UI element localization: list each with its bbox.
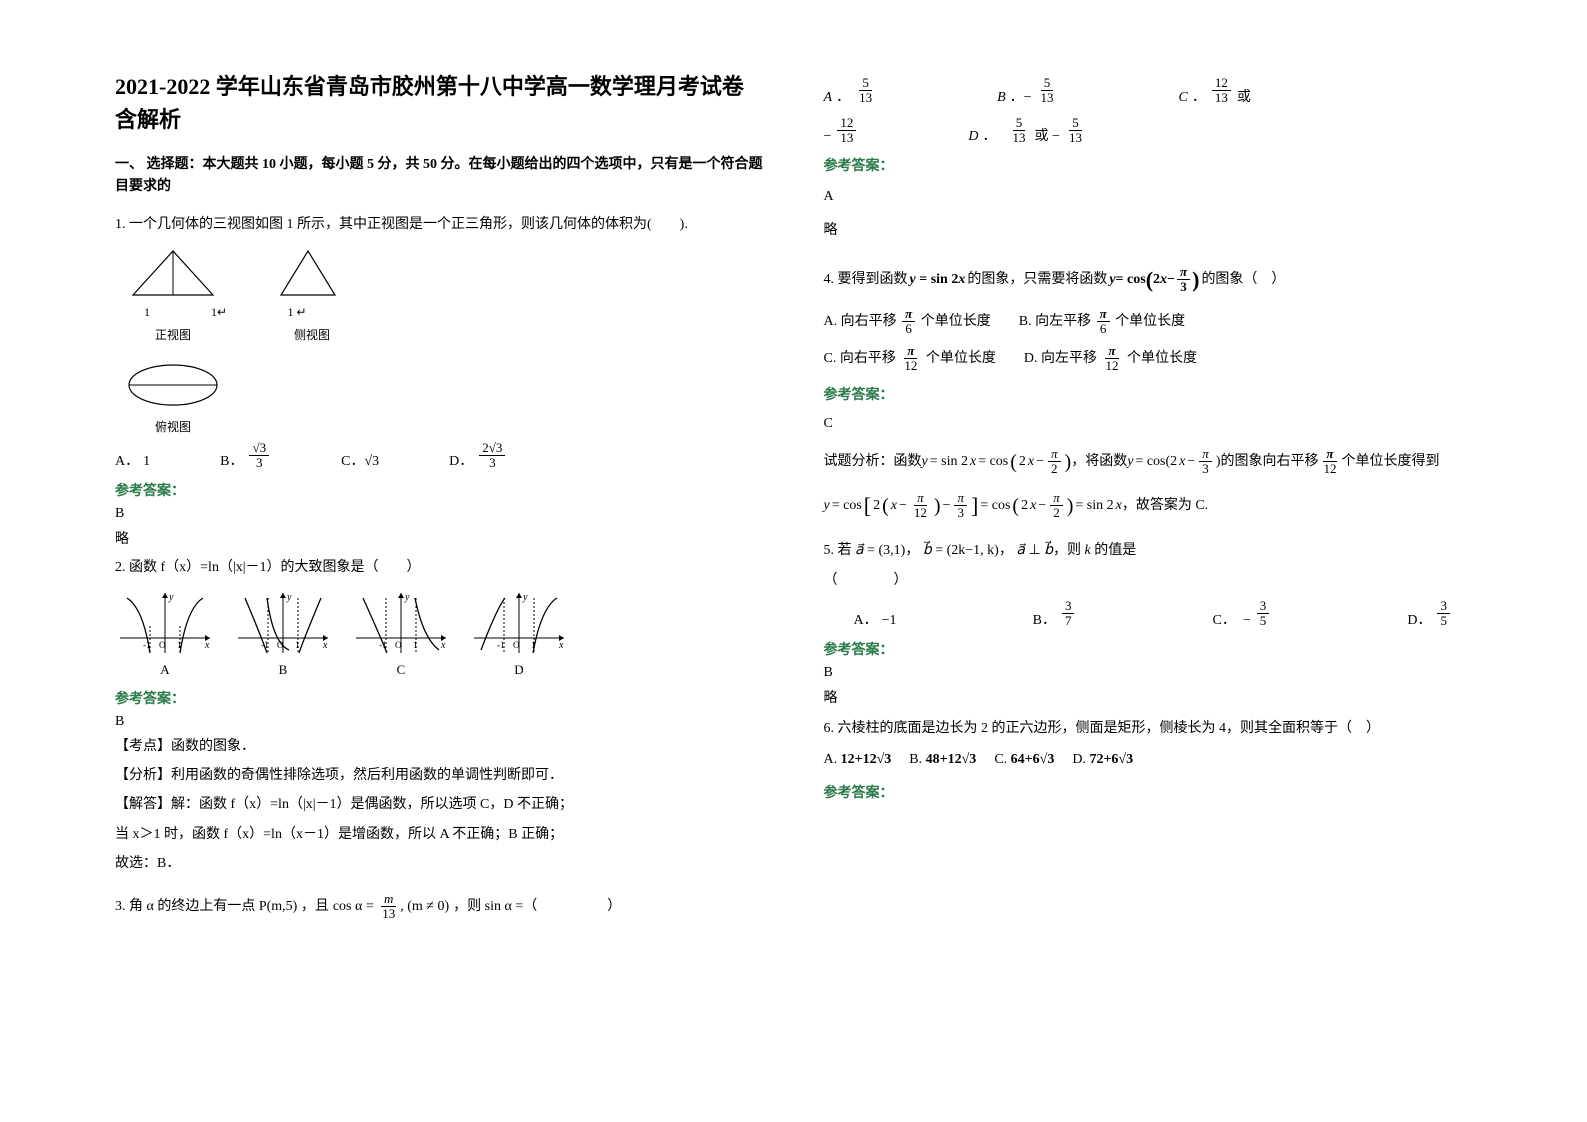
svg-text:O: O bbox=[513, 640, 520, 650]
svg-text:-1: -1 bbox=[143, 640, 151, 650]
q5-answer-label: 参考答案： bbox=[824, 639, 1473, 659]
svg-text:1: 1 bbox=[531, 640, 536, 650]
left-column: 2021-2022 学年山东省青岛市胶州第十八中学高一数学理月考试卷含解析 一、… bbox=[100, 70, 794, 1082]
q6-opt-a: A. 12+12√3 bbox=[824, 747, 892, 772]
svg-text:-1: -1 bbox=[497, 640, 505, 650]
q4-opt-cd: C. 向右平移 π12 个单位长度 D. 向左平移 π12 个单位长度 bbox=[824, 344, 1473, 374]
svg-text:x: x bbox=[558, 640, 564, 651]
right-column: A．513 B．−513 C．1213 或 −1213 D． 513 或 −51… bbox=[794, 70, 1488, 1082]
q4-opt-ab: A. 向右平移 π6 个单位长度 B. 向左平移 π6 个单位长度 bbox=[824, 307, 1473, 337]
svg-text:1: 1 bbox=[177, 640, 182, 650]
svg-text:O: O bbox=[395, 640, 402, 650]
q5-stem: 5. 若 a⃗ = (3,1)， b⃗ = (2k−1, k)， a⃗ ⊥ b⃗… bbox=[824, 539, 1473, 563]
q3-cosexpr: cos α = m13, (m ≠ 0) bbox=[333, 892, 449, 922]
q5-paren: （ ） bbox=[824, 569, 1473, 589]
svg-text:x: x bbox=[440, 640, 446, 651]
svg-text:x: x bbox=[204, 640, 210, 651]
q1-opt-b: B．√33 bbox=[220, 441, 271, 471]
q2-explain-title: 【考点】函数的图象． bbox=[115, 734, 764, 759]
q6-answer-label: 参考答案： bbox=[824, 782, 1473, 802]
label-1c: 1 ↵ bbox=[267, 305, 327, 320]
q4-stem: 4. 要得到函数 y = sin 2x 的图象，只需要将函数 y = cos(2… bbox=[824, 261, 1473, 298]
page-title: 2021-2022 学年山东省青岛市胶州第十八中学高一数学理月考试卷含解析 bbox=[115, 70, 764, 136]
q1-options: A．1 B．√33 C．√3 D．2√33 bbox=[115, 441, 764, 471]
q5-opt-a: A．−1 bbox=[854, 599, 897, 629]
q6-stem: 6. 六棱柱的底面是边长为 2 的正六边形，侧面是矩形，侧棱长为 4，则其全面积… bbox=[824, 717, 1473, 741]
q4-eq3: y = cos[2(x − π12) − π3] = cos(2x − π2) … bbox=[824, 486, 1122, 526]
q4-eq2: y = cos(2x − π3) bbox=[1127, 447, 1220, 477]
q2-graph-c: -1O 1x y C bbox=[351, 588, 451, 678]
q5-brief: 略 bbox=[824, 687, 1473, 707]
q2-explain-analysis: 【分析】利用函数的奇偶性排除选项，然后利用函数的单调性判断即可． bbox=[115, 763, 764, 788]
q2-graph-b: -1O 1x y B bbox=[233, 588, 333, 678]
q4-eq1: y = sin 2x = cos(2x − π2) bbox=[922, 444, 1072, 480]
q5-options: A．−1 B．37 C． −35 D．35 bbox=[824, 599, 1473, 629]
side-view-label: 侧视图 bbox=[277, 326, 347, 343]
q6-options: A. 12+12√3 B. 48+12√3 C. 64+6√3 D. 72+6√… bbox=[824, 747, 1473, 772]
section-1-heading: 一、 选择题：本大题共 10 小题，每小题 5 分，共 50 分。在每小题给出的… bbox=[115, 154, 764, 199]
svg-text:O: O bbox=[277, 640, 284, 650]
q4-answer: C bbox=[824, 416, 1473, 432]
q2-answer-label: 参考答案： bbox=[115, 688, 764, 708]
q2-graphs: -1O 1x y A -1O 1x y B bbox=[115, 588, 764, 678]
q6-opt-c: C. 64+6√3 bbox=[994, 747, 1054, 772]
svg-text:1: 1 bbox=[413, 640, 418, 650]
q2-explain-solve1: 【解答】解：函数 f（x）=ln（|x|－1）是偶函数，所以选项 C，D 不正确… bbox=[115, 792, 764, 817]
q4-answer-label: 参考答案： bbox=[824, 384, 1473, 404]
svg-text:-1: -1 bbox=[379, 640, 387, 650]
q3-opt-c: C．1213 或 bbox=[1179, 76, 1251, 106]
q4-shift: π12 bbox=[1320, 447, 1339, 477]
q1-stem: 1. 一个几何体的三视图如图 1 所示，其中正视图是一个正三角形，则该几何体的体… bbox=[115, 213, 764, 237]
q2-stem: 2. 函数 f（x）=ln（|x|－1）的大致图象是（ ） bbox=[115, 556, 764, 580]
q3-answer-label: 参考答案： bbox=[824, 155, 1473, 175]
q6-opt-b: B. 48+12√3 bbox=[909, 747, 976, 772]
q2-answer: B bbox=[115, 714, 764, 730]
q1-answer-label: 参考答案： bbox=[115, 480, 764, 500]
q5-opt-d: D．35 bbox=[1407, 599, 1452, 629]
svg-text:-1: -1 bbox=[261, 640, 269, 650]
svg-text:y: y bbox=[404, 592, 410, 603]
q3-opt-b: B．−513 bbox=[997, 76, 1058, 106]
q5-answer: B bbox=[824, 665, 1473, 681]
q5-opt-c: C． −35 bbox=[1213, 599, 1272, 629]
q3-opt-cextra: −1213 bbox=[824, 116, 859, 146]
svg-text:1: 1 bbox=[295, 640, 300, 650]
q4-analysis-line2: y = cos[2(x − π12) − π3] = cos(2x − π2) … bbox=[824, 486, 1473, 526]
front-view-triangle bbox=[123, 247, 223, 301]
q4-y2: y = cos(2x − π3) bbox=[1109, 261, 1199, 298]
q1-opt-d: D．2√33 bbox=[449, 441, 507, 471]
q3-stem: 3. 角 α 的终边上有一点 P(m,5) ，且 cos α = m13, (m… bbox=[115, 892, 764, 922]
q1-opt-a: A．1 bbox=[115, 450, 150, 470]
q1-opt-c: C．√3 bbox=[341, 450, 379, 470]
side-view-triangle bbox=[273, 247, 343, 301]
svg-text:y: y bbox=[286, 592, 292, 603]
svg-text:O: O bbox=[159, 640, 166, 650]
q3-options-row1: A．513 B．−513 C．1213 或 bbox=[824, 76, 1473, 106]
q1-views-figure: 1 1↵ 1 ↵ 正视图 侧视图 俯视图 bbox=[123, 247, 403, 435]
q3-opt-d: D． 513 或 −513 bbox=[968, 116, 1087, 146]
q2-explain-solve2: 当 x＞1 时，函数 f（x）=ln（x－1）是增函数，所以 A 不正确；B 正… bbox=[115, 822, 764, 847]
svg-text:y: y bbox=[522, 592, 528, 603]
svg-text:y: y bbox=[168, 592, 174, 603]
q3-opt-a: A．513 bbox=[824, 76, 878, 106]
top-view-label: 俯视图 bbox=[123, 418, 223, 435]
q3-answer: A bbox=[824, 189, 1473, 205]
q6-opt-d: D. 72+6√3 bbox=[1072, 747, 1133, 772]
q1-answer: B bbox=[115, 506, 764, 522]
q2-graph-d: -1O 1x y D bbox=[469, 588, 569, 678]
q2-explain-solve3: 故选：B． bbox=[115, 851, 764, 876]
q3-brief: 略 bbox=[824, 219, 1473, 239]
q4-analysis-line1: 试题分析：函数 y = sin 2x = cos(2x − π2) ，将函数 y… bbox=[824, 444, 1473, 480]
front-view-label: 正视图 bbox=[123, 326, 223, 343]
q1-brief: 略 bbox=[115, 528, 764, 548]
q5-opt-b: B．37 bbox=[1033, 599, 1077, 629]
q3-options-row2: −1213 D． 513 或 −513 bbox=[824, 116, 1473, 146]
q4-y1: y = sin 2x bbox=[910, 268, 966, 292]
svg-text:x: x bbox=[322, 640, 328, 651]
top-view-ellipse bbox=[123, 357, 223, 413]
q2-graph-a: -1O 1x y A bbox=[115, 588, 215, 678]
label-1b: 1↵ bbox=[195, 305, 243, 320]
label-1: 1 bbox=[123, 305, 171, 320]
